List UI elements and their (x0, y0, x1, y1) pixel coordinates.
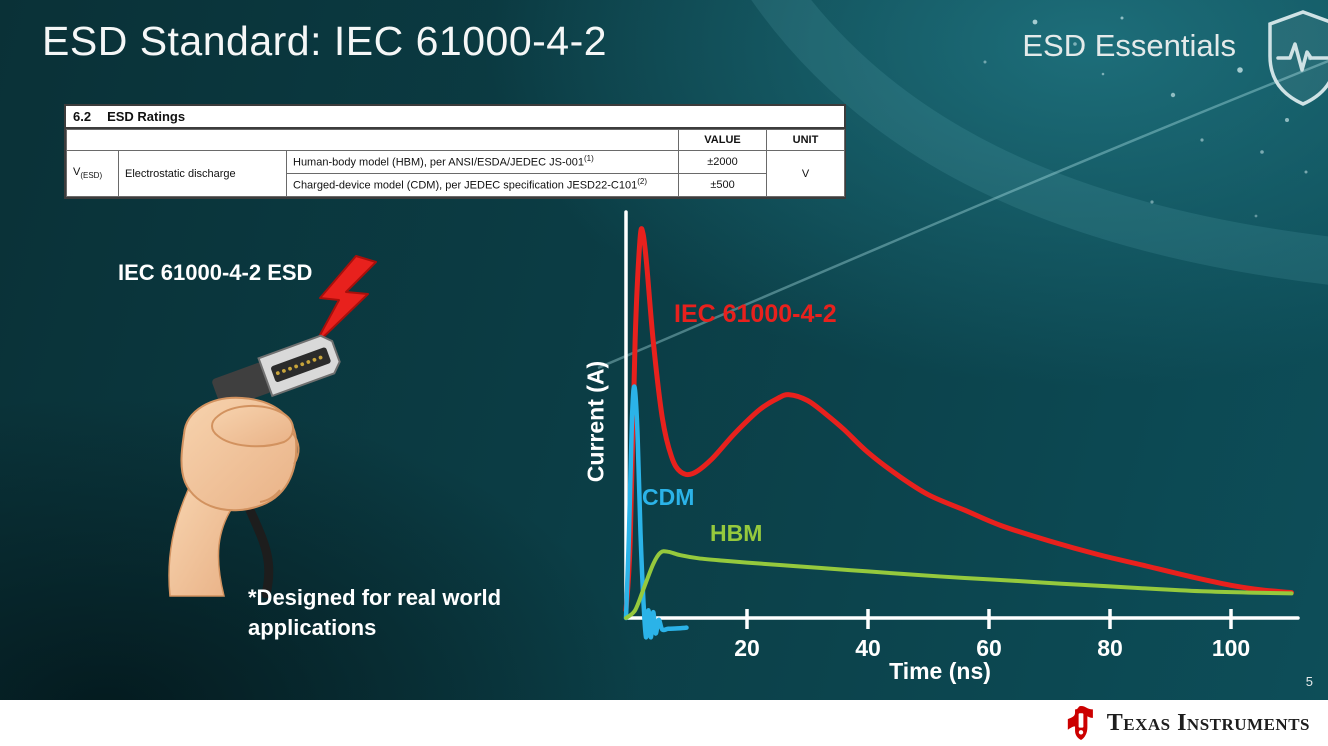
table-section-title: ESD Ratings (107, 109, 186, 124)
shield-pulse-icon (1268, 10, 1328, 106)
table-header-unit: UNIT (766, 128, 846, 152)
table-cell-hbm-value: ±2000 (678, 150, 768, 175)
background-swoosh-wide (751, 0, 1328, 285)
x-axis-label: Time (ns) (889, 658, 991, 684)
svg-text:80: 80 (1097, 635, 1123, 661)
cable (245, 505, 274, 598)
page-number: 5 (1305, 674, 1313, 689)
series-label-iec: IEC 61000-4-2 (674, 300, 837, 328)
series-label-hbm: HBM (710, 520, 763, 546)
table-caption: 6.2 ESD Ratings (66, 106, 844, 129)
table-row-hbm: V(ESD) Electrostatic discharge Human-bod… (66, 150, 846, 198)
lightning-bolt-icon (313, 255, 377, 347)
hand-holding-connector-illustration (168, 334, 341, 598)
thumb (211, 404, 294, 448)
table-section-number: 6.2 (73, 109, 92, 124)
footer-bar: Texas Instruments (0, 700, 1328, 746)
table-header-value: VALUE (678, 128, 768, 152)
footnote-text: *Designed for real world applications (248, 585, 502, 640)
ti-logo-text: Texas Instruments (1106, 709, 1310, 736)
background-dots (983, 16, 1313, 218)
esd-ratings-table: 6.2 ESD Ratings VALUE UNIT V(ESD) Electro… (64, 104, 846, 200)
ti-logo-icon (1067, 706, 1093, 740)
wrist (168, 489, 234, 597)
esd-waveform-chart: 20 40 60 80 100 Current (A) Time (ns) IEC 61… (558, 200, 1328, 700)
background-swoosh-thin (597, 59, 1328, 370)
y-axis-label: Current (A) (582, 360, 609, 483)
svg-text:40: 40 (855, 635, 881, 661)
hdmi-connector (212, 334, 341, 409)
chart-canvas: 20 40 60 80 100 (623, 210, 1300, 661)
table-header-empty-cell (65, 128, 680, 152)
table-cell-cdm-desc: Charged-device model (CDM), per JEDEC sp… (285, 173, 680, 198)
connector-label: IEC 61000-4-2 ESD (118, 260, 313, 285)
table-header-row: VALUE UNIT (65, 128, 846, 152)
svg-text:60: 60 (976, 635, 1002, 661)
table-cell-cdm-value: ±500 (678, 173, 768, 198)
brand-title: ESD Essentials (1022, 28, 1236, 63)
table-cell-symbol: V(ESD) (66, 150, 119, 198)
table-cell-unit: V (766, 150, 846, 198)
table-cell-hbm-desc: Human-body model (HBM), per ANSI/ESDA/JE… (285, 150, 680, 175)
ti-logo-lockup: Texas Instruments (1064, 705, 1310, 741)
series-label-cdm: CDM (642, 484, 695, 510)
page-title: ESD Standard: IEC 61000-4-2 (42, 18, 608, 64)
table-cell-parameter: Electrostatic discharge (118, 150, 287, 198)
table-row-cdm: Charged-device model (CDM), per JEDEC sp… (67, 173, 845, 198)
svg-text:100: 100 (1212, 635, 1250, 661)
svg-text:20: 20 (734, 635, 760, 661)
